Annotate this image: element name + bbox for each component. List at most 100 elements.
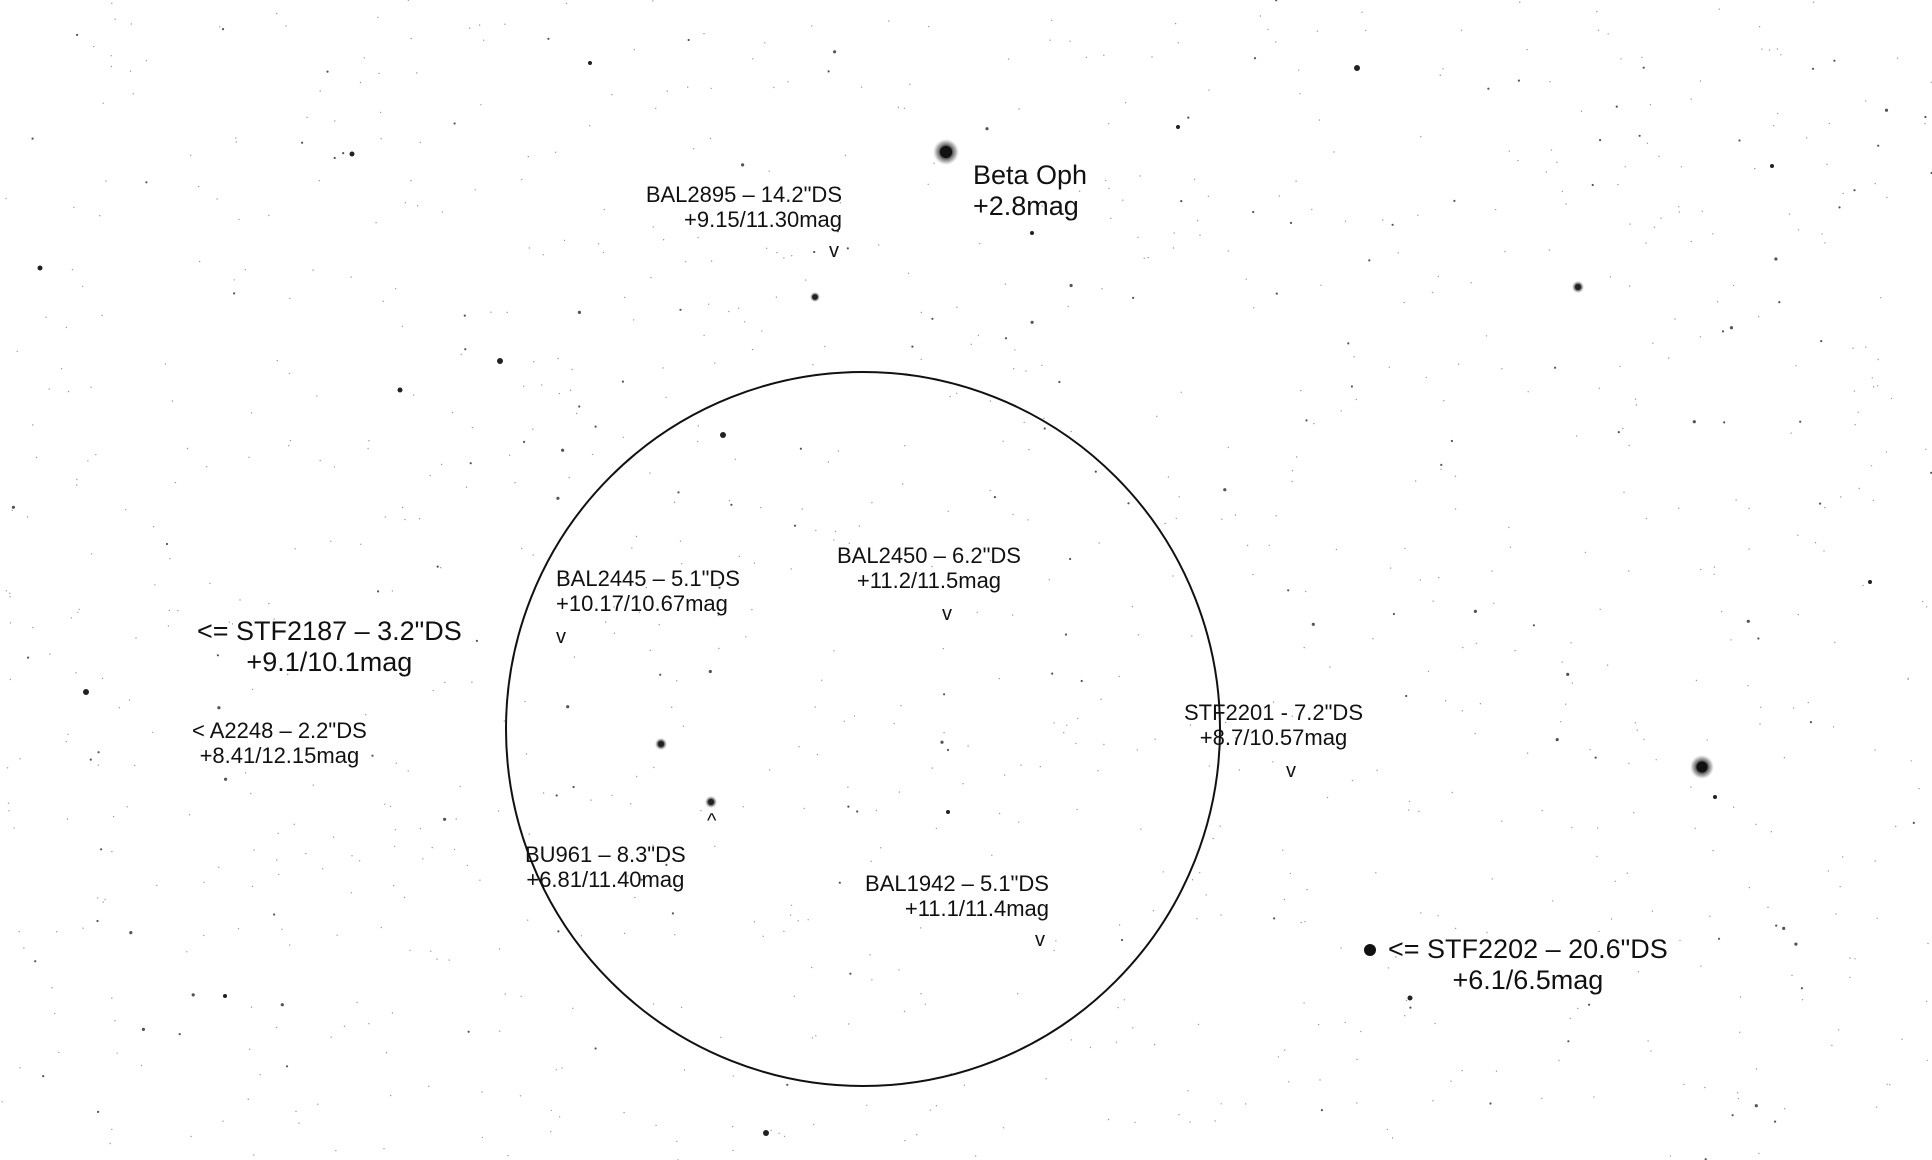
faint-star (1115, 1041, 1118, 1043)
faint-star (164, 363, 167, 365)
faint-star (1283, 1049, 1286, 1051)
faint-star (1298, 69, 1300, 71)
faint-star (801, 508, 803, 510)
faint-star (1030, 320, 1034, 324)
faint-star (1746, 619, 1750, 623)
faint-star (998, 678, 1001, 680)
faint-star (1107, 1118, 1110, 1121)
faint-star (82, 927, 84, 929)
faint-star (319, 90, 321, 92)
faint-star (556, 496, 560, 500)
faint-star (1797, 229, 1800, 231)
faint-star (1807, 701, 1810, 704)
faint-star (1066, 724, 1068, 726)
faint-star (118, 707, 121, 709)
faint-star (687, 86, 689, 88)
faint-star (109, 1142, 111, 1145)
faint-star (613, 606, 615, 608)
faint-star (866, 1104, 868, 1107)
faint-star (368, 1023, 370, 1025)
faint-star (1774, 1120, 1777, 1123)
faint-star (391, 1012, 394, 1014)
faint-star (550, 1131, 552, 1133)
faint-star (1013, 368, 1015, 370)
faint-star (1567, 1040, 1570, 1043)
faint-star (336, 934, 338, 936)
faint-star (1438, 577, 1440, 579)
faint-star (1267, 28, 1269, 31)
faint-star (228, 621, 230, 623)
faint-star (1299, 93, 1301, 95)
faint-star (1282, 849, 1284, 851)
label-bal1942-name: BAL1942 – 5.1"DS (865, 871, 1049, 896)
faint-star (1509, 546, 1512, 548)
faint-star (1690, 786, 1692, 788)
faint-star (566, 705, 570, 709)
faint-star (1922, 600, 1924, 603)
faint-star (87, 460, 89, 462)
faint-star (789, 914, 792, 916)
faint-star (839, 202, 841, 204)
faint-star (1365, 29, 1367, 32)
faint-star (666, 90, 668, 92)
faint-star (1647, 1040, 1649, 1042)
faint-star (1642, 66, 1645, 69)
faint-star (392, 884, 395, 887)
faint-star (1700, 965, 1702, 967)
faint-star (360, 543, 362, 545)
faint-star (1051, 672, 1054, 675)
faint-star (920, 311, 922, 314)
faint-star (848, 1023, 850, 1025)
faint-star (1039, 765, 1042, 768)
faint-star (1865, 346, 1867, 348)
faint-star (662, 367, 664, 369)
faint-star (60, 368, 63, 370)
faint-star (942, 648, 944, 650)
faint-star (1628, 285, 1631, 287)
faint-star (1609, 276, 1612, 278)
faint-star (843, 720, 845, 722)
faint-star (558, 585, 561, 588)
faint-star (285, 1065, 289, 1068)
faint-star (1732, 284, 1735, 287)
faint-star (97, 764, 100, 766)
faint-star (1655, 759, 1657, 761)
faint-star (991, 854, 993, 856)
faint-star (1641, 56, 1643, 59)
faint-star (970, 343, 972, 345)
faint-star (1658, 155, 1660, 158)
faint-star (1356, 1058, 1358, 1061)
label-bu961: BU961 – 8.3"DS +6.81/11.40mag (525, 842, 686, 893)
faint-star (380, 926, 382, 929)
faint-star (700, 810, 702, 812)
faint-star (799, 447, 803, 450)
faint-star (1690, 98, 1692, 100)
faint-star (588, 125, 591, 127)
faint-star (276, 359, 278, 362)
faint-star (1395, 956, 1397, 958)
faint-star (459, 785, 461, 788)
faint-star (250, 792, 252, 795)
faint-star (635, 535, 638, 538)
faint-star (465, 486, 468, 488)
faint-star (1599, 608, 1601, 610)
faint-star (49, 653, 51, 655)
faint-star (280, 1003, 284, 1007)
faint-star (430, 950, 432, 952)
faint-star (453, 848, 456, 851)
faint-star (714, 845, 716, 847)
faint-star (573, 656, 576, 658)
faint-star (1085, 56, 1088, 59)
faint-star (66, 818, 69, 820)
faint-star (1049, 39, 1051, 41)
faint-star (288, 372, 291, 375)
faint-star (812, 364, 814, 366)
faint-star (1296, 456, 1298, 458)
faint-star (1011, 614, 1014, 616)
faint-star (1925, 1000, 1928, 1002)
faint-star (1596, 855, 1598, 858)
faint-star (1770, 831, 1773, 833)
faint-star (1067, 305, 1069, 308)
faint-star (73, 206, 75, 209)
faint-star (1196, 918, 1198, 920)
